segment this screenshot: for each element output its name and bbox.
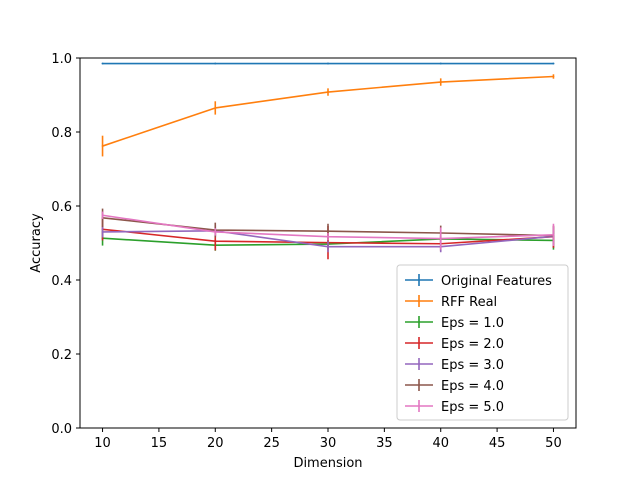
plot-area bbox=[101, 62, 555, 260]
data-point bbox=[327, 230, 329, 233]
x-tick-label: 10 bbox=[94, 436, 111, 451]
y-axis-label: Accuracy bbox=[29, 213, 44, 273]
data-point bbox=[552, 233, 555, 236]
y-axis: 0.0 0.2 0.4 0.6 0.8 1.0 bbox=[51, 52, 80, 437]
legend-label: Eps = 3.0 bbox=[441, 358, 504, 373]
data-point bbox=[214, 107, 217, 109]
data-point bbox=[552, 62, 555, 65]
data-point bbox=[327, 62, 329, 65]
legend-item: RFF Real bbox=[405, 295, 497, 310]
x-tick-label: 30 bbox=[320, 436, 337, 451]
data-point bbox=[214, 240, 217, 243]
data-point bbox=[101, 231, 104, 233]
y-tick-label: 1.0 bbox=[51, 52, 72, 67]
legend-item: Eps = 2.0 bbox=[405, 337, 504, 352]
x-tick-label: 20 bbox=[207, 436, 224, 451]
data-point bbox=[101, 62, 104, 65]
x-tick-label: 45 bbox=[489, 436, 506, 451]
legend-item: Original Features bbox=[405, 274, 552, 289]
data-point bbox=[214, 231, 217, 233]
legend-label: Eps = 4.0 bbox=[441, 379, 504, 394]
legend-item: Eps = 5.0 bbox=[405, 400, 504, 415]
data-point bbox=[101, 145, 104, 147]
legend-label: RFF Real bbox=[441, 295, 497, 310]
series-original-features bbox=[101, 62, 555, 65]
data-point bbox=[439, 81, 442, 83]
legend-box bbox=[396, 264, 569, 421]
legend: Original Features RFF Real Eps = 1.0 Eps = … bbox=[396, 264, 569, 421]
x-tick-label: 40 bbox=[432, 436, 449, 451]
legend-label: Eps = 5.0 bbox=[441, 400, 504, 415]
series-eps-5-0 bbox=[101, 211, 555, 250]
data-point bbox=[327, 245, 329, 248]
x-axis-label: Dimension bbox=[293, 456, 362, 471]
data-point bbox=[327, 235, 329, 238]
y-tick-label: 0.2 bbox=[51, 348, 72, 363]
legend-item: Eps = 4.0 bbox=[405, 379, 504, 394]
y-tick-label: 0.4 bbox=[51, 274, 72, 289]
y-tick-label: 0.6 bbox=[51, 200, 72, 215]
legend-label: Original Features bbox=[441, 274, 552, 289]
x-tick-label: 15 bbox=[151, 436, 168, 451]
series-rff-real bbox=[101, 74, 555, 157]
data-point bbox=[439, 237, 442, 240]
x-tick-label: 35 bbox=[376, 436, 393, 451]
legend-label: Eps = 1.0 bbox=[441, 316, 504, 331]
data-point bbox=[327, 91, 329, 93]
legend-item: Eps = 3.0 bbox=[405, 358, 504, 373]
legend-item: Eps = 1.0 bbox=[405, 316, 504, 331]
y-tick-label: 0.8 bbox=[51, 126, 72, 141]
data-point bbox=[552, 75, 555, 78]
data-point bbox=[214, 62, 217, 65]
x-tick-label: 25 bbox=[263, 436, 280, 451]
data-point bbox=[101, 214, 104, 217]
data-point bbox=[439, 62, 442, 65]
x-tick-label: 50 bbox=[545, 436, 562, 451]
y-tick-label: 0.0 bbox=[51, 422, 72, 437]
x-axis: 10 15 20 25 30 35 40 45 50 bbox=[94, 428, 562, 451]
legend-label: Eps = 2.0 bbox=[441, 337, 504, 352]
